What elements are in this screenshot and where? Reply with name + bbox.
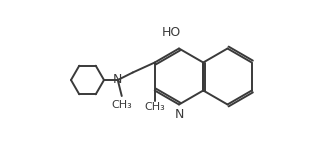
- Text: N: N: [174, 108, 184, 120]
- Text: HO: HO: [162, 27, 181, 39]
- Text: CH₃: CH₃: [145, 102, 165, 112]
- Text: CH₃: CH₃: [112, 100, 132, 110]
- Text: N: N: [113, 74, 122, 87]
